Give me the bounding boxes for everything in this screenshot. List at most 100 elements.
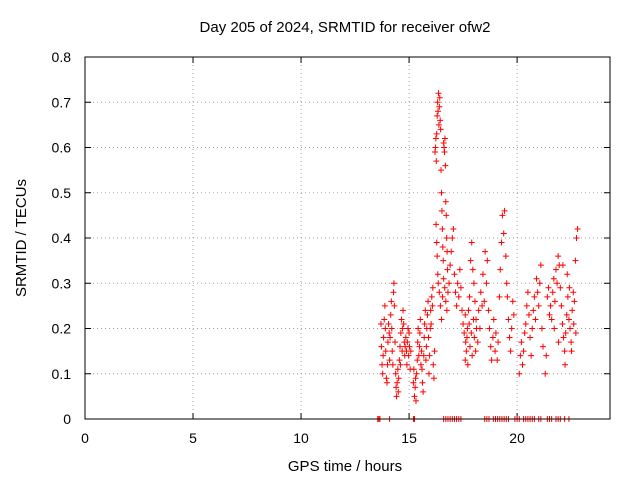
data-point (533, 275, 540, 282)
data-point (476, 325, 483, 332)
data-point (439, 293, 446, 300)
data-point (400, 320, 407, 327)
data-point (564, 293, 571, 300)
x-tick-label: 0 (81, 430, 89, 446)
data-point (393, 384, 400, 391)
data-point (444, 266, 451, 273)
data-point (395, 375, 402, 382)
data-point (574, 225, 581, 232)
data-point (538, 325, 545, 332)
data-point (570, 289, 577, 296)
data-point (462, 311, 469, 318)
data-point (434, 99, 441, 106)
data-point (448, 248, 455, 255)
data-point (519, 361, 526, 368)
chart-title: Day 205 of 2024, SRMTID for receiver ofw… (200, 19, 491, 36)
data-point (455, 293, 462, 300)
data-point (419, 366, 426, 373)
data-point (469, 266, 476, 273)
y-tick-label: 0 (63, 411, 71, 427)
data-point (433, 221, 440, 228)
data-point (443, 235, 450, 241)
data-point (504, 293, 511, 300)
data-point (398, 316, 405, 323)
data-point (383, 375, 390, 382)
x-tick-label: 20 (509, 430, 525, 446)
data-point (472, 348, 479, 355)
data-point (439, 244, 446, 251)
data-point (505, 316, 512, 323)
data-point (386, 357, 393, 364)
data-point (416, 330, 423, 337)
data-point (452, 289, 459, 296)
data-point (446, 280, 453, 287)
data-point (426, 352, 433, 359)
data-point (380, 352, 387, 359)
x-tick-label: 15 (401, 430, 417, 446)
data-point (529, 325, 536, 332)
data-point (417, 316, 424, 323)
data-point (559, 320, 566, 327)
data-point (536, 280, 543, 287)
data-point (521, 330, 528, 337)
data-point (388, 325, 395, 332)
data-point (507, 348, 514, 355)
data-point (435, 280, 442, 287)
data-point (531, 293, 538, 300)
data-point (399, 325, 406, 332)
data-point (503, 280, 510, 287)
data-point (414, 357, 421, 364)
data-point (415, 325, 422, 332)
data-point (418, 348, 425, 355)
data-point (568, 339, 575, 346)
data-point (552, 266, 559, 273)
data-point (410, 379, 417, 386)
data-point (441, 149, 448, 156)
data-point (392, 339, 399, 346)
data-point (436, 103, 443, 110)
data-point (489, 334, 496, 341)
data-point (562, 361, 569, 368)
data-point (459, 307, 466, 314)
data-point (571, 298, 578, 305)
data-point (479, 271, 486, 278)
data-point (494, 357, 501, 364)
data-point (396, 357, 403, 364)
data-point (543, 352, 550, 359)
data-point (456, 266, 463, 273)
data-point (544, 293, 551, 300)
data-point (394, 379, 401, 386)
data-point (439, 225, 446, 232)
data-point (441, 135, 448, 142)
data-point (464, 325, 471, 332)
y-tick-label: 0.4 (52, 230, 72, 246)
data-point (492, 348, 499, 355)
data-point (481, 298, 488, 305)
data-point (441, 284, 448, 291)
data-point (379, 361, 386, 368)
data-point (416, 343, 423, 350)
data-point (429, 302, 436, 309)
data-point (483, 280, 490, 287)
y-tick-label: 0.8 (52, 49, 72, 65)
x-tick-label: 10 (293, 430, 309, 446)
data-point (437, 302, 444, 309)
data-point (485, 307, 492, 314)
data-point (573, 235, 580, 241)
data-point (563, 311, 570, 318)
data-point (381, 316, 388, 323)
data-point (384, 339, 391, 346)
data-point (434, 271, 441, 278)
data-point (516, 370, 523, 377)
data-point (435, 121, 442, 128)
data-point (542, 370, 549, 377)
data-point (436, 94, 443, 101)
data-point (500, 230, 507, 237)
data-point (438, 189, 445, 196)
data-point (428, 320, 435, 327)
data-point (562, 330, 569, 337)
data-point (436, 289, 443, 296)
data-point (540, 343, 547, 350)
y-tick-label: 0.7 (52, 94, 72, 110)
